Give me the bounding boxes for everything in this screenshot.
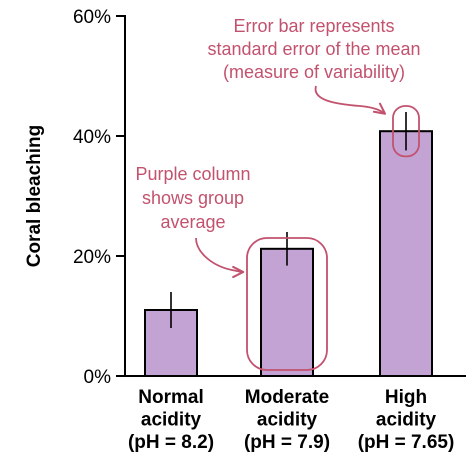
annotation-column-text: average	[160, 212, 225, 232]
x-category-label: (pH = 8.2)	[128, 432, 214, 453]
annotation-errorbar-text: standard error of the mean	[207, 39, 420, 59]
y-tick-label: 60%	[73, 7, 111, 28]
x-category-label: acidity	[257, 410, 318, 431]
annotation-errorbar-text: (measure of variability)	[223, 62, 405, 82]
x-category-label: Normal	[138, 387, 203, 408]
annotation-errorbar-text: Error bar represents	[233, 16, 394, 36]
x-category-label: acidity	[376, 410, 437, 431]
x-category-label: High	[385, 387, 427, 408]
annotation-errorbar-highlight	[392, 105, 420, 158]
y-tick-label: 20%	[73, 247, 111, 268]
bar	[260, 247, 314, 377]
y-tick-label: 40%	[73, 127, 111, 148]
annotation-column-arrow	[195, 237, 245, 279]
bars	[144, 112, 433, 377]
x-category-label: Moderate	[245, 387, 329, 408]
annotations: Error bar represents standard error of th…	[135, 16, 421, 371]
x-category-label: (pH = 7.65)	[358, 432, 455, 453]
x-category-label: acidity	[141, 410, 202, 431]
y-tick-label: 0%	[84, 367, 112, 388]
x-category-label: (pH = 7.9)	[244, 432, 330, 453]
y-axis-title: Coral bleaching	[24, 125, 45, 268]
annotation-column-highlight	[246, 237, 328, 371]
annotation-errorbar-arrow	[314, 85, 387, 115]
annotation-column-text: Purple column	[135, 164, 250, 184]
bar	[379, 130, 433, 377]
labels: 0%20%40%60%Coral bleachingNormalacidity(…	[24, 7, 454, 453]
annotation-column-text: shows group	[142, 188, 244, 208]
